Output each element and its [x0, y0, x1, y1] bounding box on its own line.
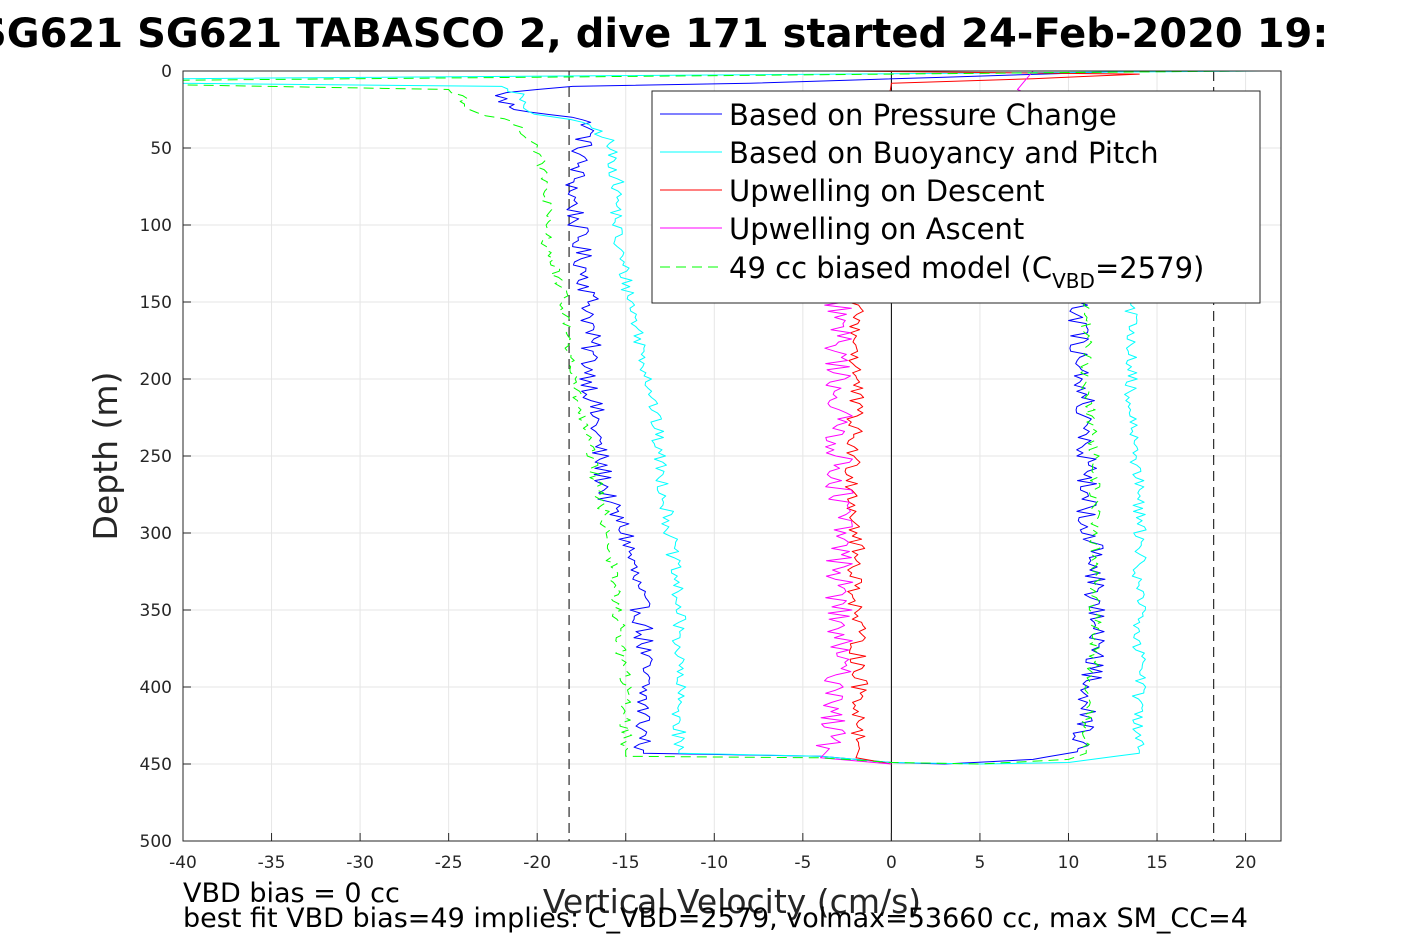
y-axis-label: Depth (m): [86, 372, 125, 541]
x-tick-label: 20: [1235, 853, 1257, 873]
legend: Based on Pressure Change Based on Buoyan…: [651, 90, 1261, 304]
y-tick-label: 300: [140, 524, 172, 544]
x-tick-label: -40: [169, 853, 197, 873]
x-tick-label: 15: [1146, 853, 1168, 873]
chart-title: SG621 SG621 TABASCO 2, dive 171 started …: [0, 11, 1328, 57]
legend-entry-2: Upwelling on Descent: [729, 174, 1045, 208]
footer-line-2: best fit VBD bias=49 implies: C_VBD=2579…: [183, 903, 1248, 934]
y-tick-label: 400: [140, 678, 172, 698]
legend-entry-1: Based on Buoyancy and Pitch: [729, 136, 1159, 170]
series-line: [183, 71, 1246, 765]
x-tick-label: 5: [975, 853, 986, 873]
x-tick-label: -15: [612, 853, 640, 873]
x-axis-label: Vertical Velocity (cm/s): [543, 882, 921, 921]
y-tick-label: 200: [140, 370, 172, 390]
legend-box: [651, 90, 1261, 304]
x-tick-label: -20: [523, 853, 551, 873]
footer-line-1: VBD bias = 0 cc: [183, 878, 400, 909]
y-tick-label: 450: [140, 755, 172, 775]
y-tick-label: 150: [140, 293, 172, 313]
series-line: [183, 71, 1264, 765]
legend-entry-3: Upwelling on Ascent: [729, 212, 1024, 246]
x-tick-label: -25: [435, 853, 463, 873]
x-tick-label: -30: [346, 853, 374, 873]
x-tick-label: -35: [258, 853, 286, 873]
series-line: [495, 71, 1140, 765]
y-tick-label: 0: [161, 62, 172, 82]
legend-samples: [660, 113, 722, 268]
y-tick-label: 100: [140, 216, 172, 236]
x-tick-label: 0: [886, 853, 897, 873]
x-axis-ticks: -40 -35 -30 -25 -20 -15 -10 -5 0 5 10 15 20: [169, 833, 1256, 873]
y-tick-label: 250: [140, 447, 172, 467]
x-tick-label: -5: [794, 853, 811, 873]
y-axis-ticks: 0 50 100 150 200 250 300 350 400 450 500: [140, 62, 191, 852]
y-tick-label: 500: [140, 832, 172, 852]
legend-entry-4: 49 cc biased model (CVBD=2579): [729, 251, 1204, 293]
x-tick-label: -10: [700, 853, 728, 873]
x-tick-label: 10: [1058, 853, 1080, 873]
legend-entry-0: Based on Pressure Change: [729, 98, 1117, 132]
y-tick-label: 350: [140, 601, 172, 621]
y-tick-label: 50: [150, 139, 172, 159]
